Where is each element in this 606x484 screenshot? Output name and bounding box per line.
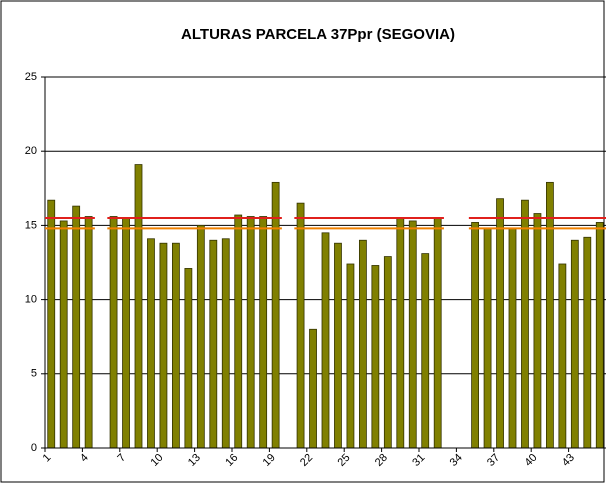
bar xyxy=(421,253,430,449)
bar xyxy=(521,199,529,449)
y-tick-label: 10 xyxy=(25,294,37,306)
bar xyxy=(122,217,130,449)
bar xyxy=(72,205,81,449)
bar xyxy=(47,199,56,449)
bar xyxy=(234,214,243,449)
y-tick-label: 20 xyxy=(25,145,37,157)
bar xyxy=(408,220,417,449)
bar xyxy=(533,213,542,449)
bar xyxy=(383,256,392,449)
bar xyxy=(147,238,155,449)
bar xyxy=(209,239,218,449)
y-tick-label: 5 xyxy=(31,368,37,380)
bar xyxy=(570,239,579,449)
bar xyxy=(433,217,442,449)
bar xyxy=(159,242,168,449)
bar xyxy=(171,242,180,449)
chart-title: ALTURAS PARCELA 37Ppr (SEGOVIA) xyxy=(181,26,455,43)
bar xyxy=(496,198,504,449)
bar xyxy=(134,164,143,449)
bar xyxy=(508,227,517,449)
bar xyxy=(471,222,480,449)
bar xyxy=(321,232,330,449)
bar xyxy=(59,220,68,449)
bar xyxy=(259,216,268,449)
bar xyxy=(84,216,93,449)
bar xyxy=(109,216,118,449)
bar xyxy=(583,236,592,449)
bar xyxy=(246,216,255,449)
bar xyxy=(546,181,554,449)
y-tick-label: 0 xyxy=(31,442,37,454)
bar xyxy=(196,224,205,449)
bar xyxy=(396,217,405,449)
bar xyxy=(309,328,317,449)
bar xyxy=(595,222,604,449)
bar xyxy=(558,263,567,449)
bar xyxy=(346,263,355,449)
bar xyxy=(334,242,342,449)
bar xyxy=(221,238,230,449)
bar xyxy=(184,268,193,449)
y-tick-label: 15 xyxy=(25,219,37,231)
bar xyxy=(271,181,280,449)
bar xyxy=(371,265,380,449)
bar xyxy=(483,227,492,449)
y-tick-label: 25 xyxy=(25,71,37,83)
bar xyxy=(358,239,367,449)
bar xyxy=(296,202,305,449)
